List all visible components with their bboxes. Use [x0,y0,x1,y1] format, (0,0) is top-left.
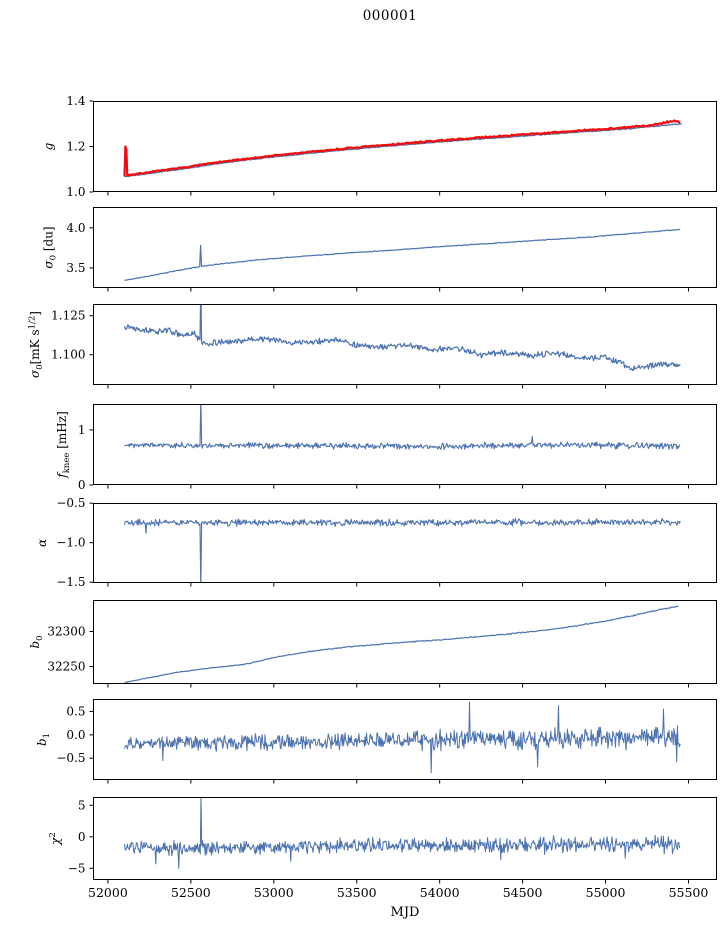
x-tick-label: 52000 [88,885,128,900]
subplot-fknee: 0 1 fknee [mHz] [55,404,717,492]
x-tick-label: 55000 [586,885,626,900]
y-tick-label: −0.5 [56,496,85,510]
x-tick-label: 53500 [337,885,377,900]
x-axis-tick-labels: 52000 52500 53000 53500 54000 54500 55000 55500 [88,885,709,900]
fknee-trace-line [124,404,681,451]
b0-trace-line [124,605,679,684]
y-tick-label: −0.5 [56,751,85,765]
y-tick-label: 0 [78,478,86,492]
y-axis-label-fknee: fknee [mHz] [55,411,72,478]
axes-spines [93,503,717,583]
g-blue-line [124,123,682,178]
x-tick-label: 54500 [503,885,543,900]
subplot-chi2: −5 0 5 χ2 [48,797,717,884]
axes-spines [93,699,717,780]
y-tick-label: −5 [68,861,86,875]
sigma0-du-trace-line [124,228,681,281]
axes-spines [93,304,717,385]
axes-spines [93,404,717,485]
subplot-g: 1.0 1.2 1.4 g [42,94,717,199]
axes-spines [93,600,717,684]
sigma0-mks-trace-line [123,304,681,372]
y-tick-label: 5 [78,798,86,812]
y-tick-label: 1.100 [51,348,85,362]
y-axis-label-sigma0-mks: σ0[mK s1/2] [28,311,46,378]
y-tick-label: 0 [78,830,86,844]
y-tick-label: −1.0 [56,536,85,550]
y-axis-label-g: g [42,142,56,150]
axes-spines [93,797,717,880]
y-tick-label: 1 [78,423,86,437]
y-axis-label-b1: b1 [35,733,52,746]
g-red-line [123,119,681,177]
y-tick-label: 3.5 [66,261,85,275]
x-tick-label: 55500 [669,885,709,900]
alpha-trace-line [123,517,681,583]
y-tick-label: 1.2 [66,140,85,154]
subplot-sigma0-du: 3.5 4.0 σ0 [du] [42,207,717,292]
y-axis-label-alpha: α [35,539,49,547]
y-tick-label: 0.5 [66,704,85,718]
x-tick-label: 53000 [254,885,294,900]
y-tick-label: −1.5 [56,575,85,589]
y-tick-label: 1.4 [66,94,85,108]
axes-spines [93,101,717,192]
y-axis-label-chi2: χ2 [48,832,63,846]
subplot-b1: −0.5 0.0 0.5 b1 [35,699,717,784]
subplot-alpha: −0.5 −1.0 −1.5 α [35,496,717,589]
x-axis-label: MJD [390,905,420,920]
x-tick-label: 54000 [420,885,460,900]
y-axis-label-sigma0-du: σ0 [du] [42,226,59,268]
x-tick-label: 52500 [171,885,211,900]
y-axis-label-b0: b0 [28,635,45,648]
subplot-sigma0-mks: 1.100 1.125 σ0[mK s1/2] [28,304,717,389]
y-tick-label: 0.0 [66,728,85,742]
figure-title: 000001 [362,8,418,24]
y-tick-label: 32300 [47,625,85,639]
y-tick-label: 1.0 [66,185,85,199]
b1-trace-line [124,701,681,774]
axes-spines [93,207,717,288]
chi2-trace-line [124,797,681,869]
y-tick-label: 32250 [47,660,85,674]
y-tick-label: 4.0 [66,221,85,235]
y-tick-label: 1.125 [51,309,85,323]
